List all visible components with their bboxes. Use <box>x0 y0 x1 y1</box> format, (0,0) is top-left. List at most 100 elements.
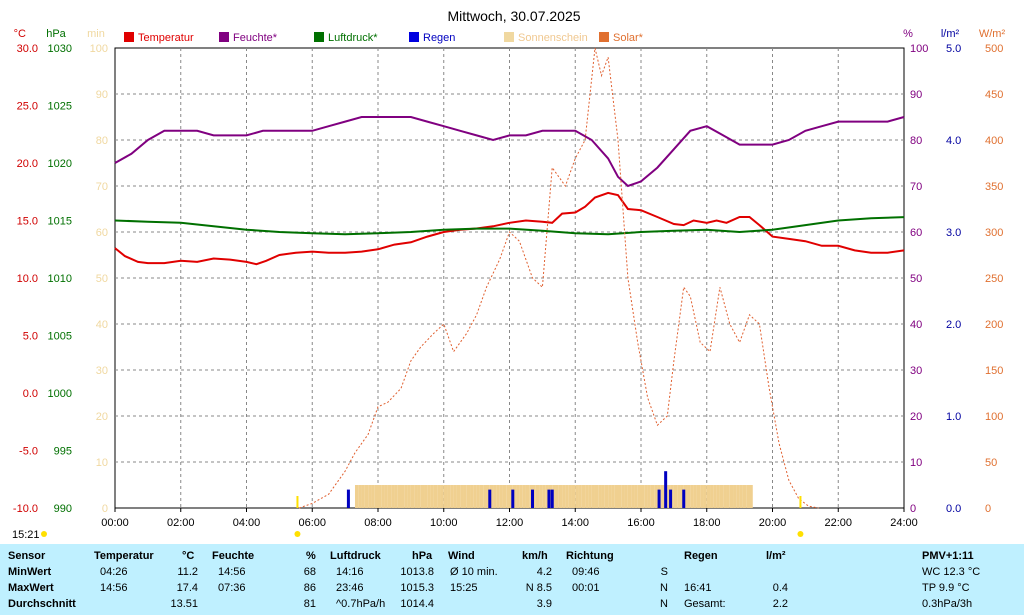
sunshine-bar <box>690 485 694 508</box>
table-cell-temp: 11.2 <box>177 566 198 578</box>
table-cell-hum: 81 <box>303 598 316 610</box>
sunshine-tick-label: 20 <box>96 411 108 423</box>
sunshine-bar <box>673 485 678 508</box>
axis-ticks: 00:00 02:00 04:00 06:00 08:00 10:00 12:00 14:00… <box>13 43 1003 529</box>
chart-legend: Temperatur Feuchte* Luftdruck* Regen Sonnens… <box>124 32 644 44</box>
solar-tick-label: 150 <box>985 365 1003 377</box>
sunshine-bar <box>460 485 464 508</box>
sunshine-bar <box>647 485 651 508</box>
sunshine-bar <box>749 485 753 508</box>
sunshine-bar <box>617 485 622 508</box>
temperature-tick-label: 20.0 <box>17 158 38 170</box>
sunshine-bar <box>374 485 378 508</box>
humidity-unit-label: % <box>903 28 913 40</box>
sunshine-bar <box>568 485 572 508</box>
rain-tick-label: 0.0 <box>946 503 961 515</box>
table-cell-wind-time: 15:25 <box>450 582 478 594</box>
table-cell-press-time: ^0.7hPa/h <box>336 598 386 610</box>
sunshine-bar <box>548 485 553 508</box>
sunshine-bar <box>713 485 717 508</box>
sunshine-bar <box>555 485 559 508</box>
header-rain: Regen <box>684 550 718 562</box>
solar-tick-label: 450 <box>985 89 1003 101</box>
sunshine-bar <box>693 485 697 508</box>
weather-chart: Mittwoch, 30.07.2025 Temperatur Feuchte* L… <box>12 8 1006 541</box>
sunshine-bar <box>512 485 517 508</box>
rain-bar <box>657 489 661 508</box>
pressure-tick-label: 1030 <box>48 43 72 55</box>
sunshine-bar <box>371 485 375 508</box>
sunshine-bar <box>736 485 740 508</box>
sunshine-bar <box>532 485 536 508</box>
rain-tick-label: 2.0 <box>946 319 961 331</box>
header-hum: Feuchte <box>212 550 255 562</box>
temperature-tick-label: 25.0 <box>17 101 38 113</box>
rain-tick-label: 3.0 <box>946 227 961 239</box>
sun-event-dot <box>294 531 301 537</box>
sunshine-bar <box>578 485 582 508</box>
sunshine-bar <box>424 485 428 508</box>
axis-unit-labels: °C hPa min% l/m² W/m² <box>14 28 1006 40</box>
x-tick-label: 22:00 <box>824 517 852 529</box>
sunshine-bar <box>456 485 461 508</box>
sunshine-bar <box>545 485 549 508</box>
solar-line <box>298 47 819 509</box>
temperature-tick-label: -5.0 <box>19 446 38 458</box>
sunshine-bar <box>354 485 359 508</box>
sunshine-bar <box>558 485 563 508</box>
humidity-tick-label: 100 <box>910 43 928 55</box>
legend-swatch <box>314 32 324 42</box>
sunshine-tick-label: 40 <box>96 319 108 331</box>
sunshine-bar <box>611 485 615 508</box>
sunshine-bar <box>627 485 632 508</box>
legend-label: Regen <box>423 32 455 44</box>
temperature-tick-label: 10.0 <box>17 273 38 285</box>
legend-swatch <box>219 32 229 42</box>
pressure-unit-label: hPa <box>46 28 66 40</box>
sunshine-bar <box>614 485 618 508</box>
sunshine-bar <box>410 485 415 508</box>
sunshine-bar <box>631 485 635 508</box>
rain-tick-label: 1.0 <box>946 411 961 423</box>
humidity-tick-label: 90 <box>910 89 922 101</box>
pressure-tick-label: 1005 <box>48 331 72 343</box>
pressure-tick-label: 1015 <box>48 216 72 228</box>
x-tick-label: 14:00 <box>561 517 589 529</box>
sunshine-bar <box>502 485 507 508</box>
sunshine-bar <box>667 485 671 508</box>
solar-tick-label: 400 <box>985 135 1003 147</box>
pressure-tick-label: 1020 <box>48 158 72 170</box>
sunshine-bar <box>420 485 425 508</box>
humidity-tick-label: 60 <box>910 227 922 239</box>
table-cell-hum-time: 14:56 <box>218 566 246 578</box>
sunshine-bar <box>358 485 362 508</box>
rain-bar <box>682 489 686 508</box>
header-wind: Wind <box>448 550 475 562</box>
sunshine-bar <box>542 485 546 508</box>
sunshine-bar <box>483 485 487 508</box>
table-cell-extra: WC 12.3 °C <box>922 566 981 578</box>
sunshine-bar <box>470 485 474 508</box>
sunshine-bar <box>588 485 592 508</box>
data-lines <box>114 47 905 509</box>
sunshine-bar <box>723 485 727 508</box>
temperature-tick-label: 30.0 <box>17 43 38 55</box>
table-cell-temp-time: 14:56 <box>100 582 128 594</box>
sunshine-bar <box>641 485 645 508</box>
sunshine-bar <box>729 485 734 508</box>
sunshine-bar <box>621 485 625 508</box>
sunshine-bar <box>486 485 490 508</box>
humidity-tick-label: 30 <box>910 365 922 377</box>
temp-unit-label: °C <box>14 28 26 40</box>
table-cell-wind: N 8.5 <box>525 582 552 594</box>
sunrise-dot <box>41 531 47 537</box>
sunshine-bar <box>552 485 556 508</box>
sunshine-bar <box>696 485 701 508</box>
rain-bar <box>547 489 551 508</box>
luftdruck-line <box>114 216 905 236</box>
solar-tick-label: 100 <box>985 411 1003 423</box>
statistics-table: Sensor Temperatur °C Feuchte % Luftdruck… <box>0 544 1024 615</box>
legend-swatch <box>599 32 609 42</box>
rain-bar <box>488 489 492 508</box>
header-rain-unit: l/m² <box>766 550 786 562</box>
